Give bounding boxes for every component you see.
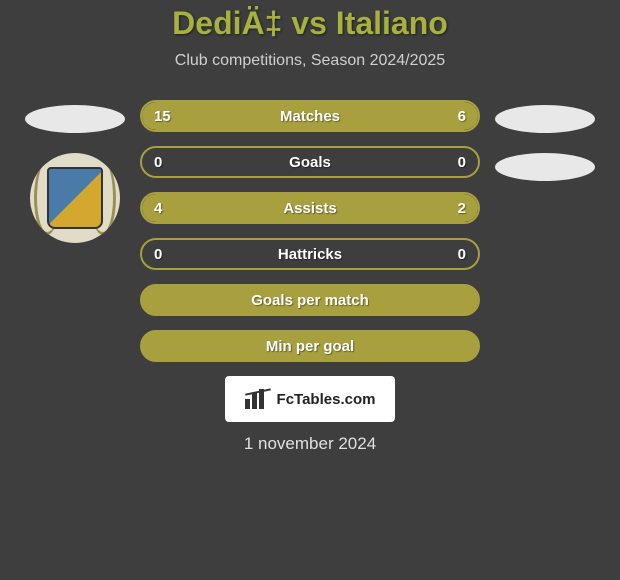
club-logo-left [30, 153, 120, 243]
stat-right-value: 2 [458, 200, 466, 217]
page-title: DediÄ‡ vs Italiano [0, 5, 620, 42]
stat-right-value: 0 [458, 154, 466, 171]
footer-date: 1 november 2024 [0, 434, 620, 454]
club-logo-right [495, 153, 595, 181]
stat-label: Goals [289, 154, 331, 171]
stat-right-value: 0 [458, 246, 466, 263]
stat-label: Assists [283, 200, 336, 217]
stat-right-value: 6 [458, 108, 466, 125]
shield-icon [47, 167, 103, 229]
stat-label: Goals per match [251, 292, 369, 309]
stat-left-value: 0 [154, 246, 162, 263]
brand-text: FcTables.com [277, 391, 376, 408]
stat-left-value: 15 [154, 108, 171, 125]
comparison-widget: DediÄ‡ vs Italiano Club competitions, Se… [0, 0, 620, 454]
brand-badge[interactable]: FcTables.com [225, 376, 395, 422]
stats-column: 15 6 Matches 0 0 Goals 4 2 Assists 0 0 Hattricks Goa… [140, 100, 480, 362]
stat-row: 4 2 Assists [140, 192, 480, 224]
left-column [25, 100, 125, 243]
stat-label: Min per goal [266, 338, 354, 355]
page-subtitle: Club competitions, Season 2024/2025 [0, 52, 620, 70]
right-column [495, 100, 595, 181]
stat-row: Min per goal [140, 330, 480, 362]
stat-label: Hattricks [278, 246, 342, 263]
stat-left-value: 0 [154, 154, 162, 171]
stat-left-value: 4 [154, 200, 162, 217]
stat-row: Goals per match [140, 284, 480, 316]
stat-row: 15 6 Matches [140, 100, 480, 132]
content-row: 15 6 Matches 0 0 Goals 4 2 Assists 0 0 Hattricks Goa… [0, 100, 620, 362]
stat-fill-left [142, 102, 384, 130]
stat-label: Matches [280, 108, 340, 125]
bar-chart-icon [245, 389, 271, 409]
player-photo-left [25, 105, 125, 133]
stat-row: 0 0 Goals [140, 146, 480, 178]
stat-row: 0 0 Hattricks [140, 238, 480, 270]
player-photo-right [495, 105, 595, 133]
